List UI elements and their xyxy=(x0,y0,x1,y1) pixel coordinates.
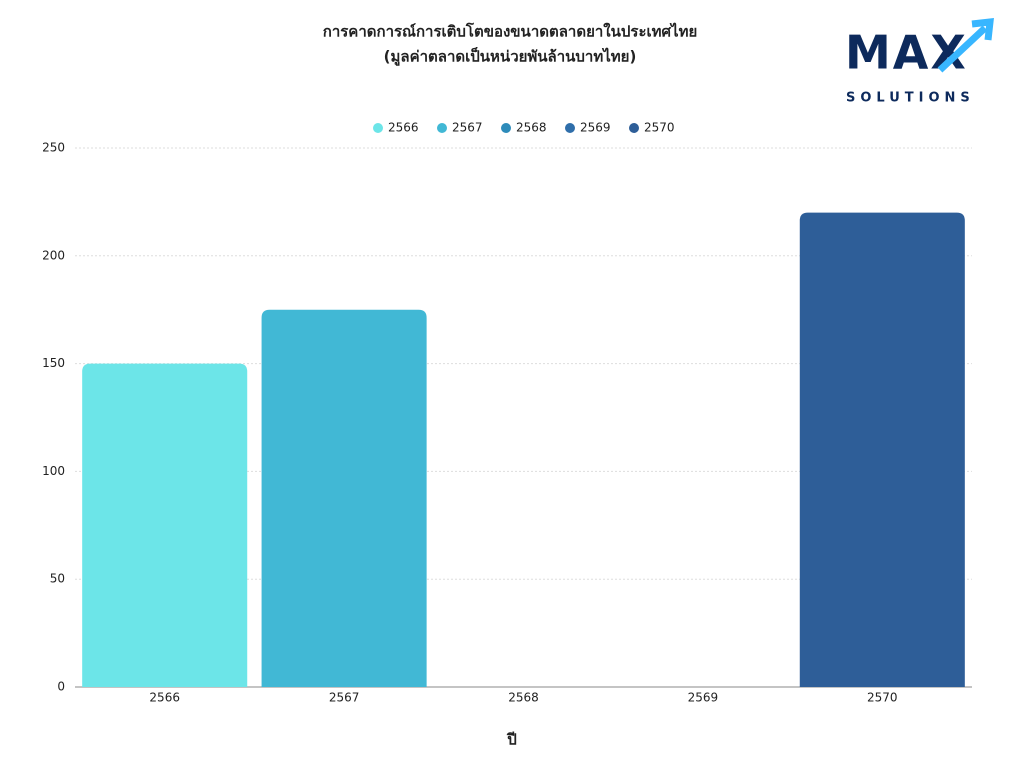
legend-swatch xyxy=(437,123,447,133)
legend-label: 2566 xyxy=(388,121,419,135)
legend-label: 2568 xyxy=(516,121,547,135)
logo-main: MAX xyxy=(845,26,968,80)
y-tick-label: 100 xyxy=(42,464,65,478)
y-tick-label: 250 xyxy=(42,141,65,155)
legend-label: 2567 xyxy=(452,121,483,135)
legend-swatch xyxy=(565,123,575,133)
y-tick-label: 0 xyxy=(57,680,65,694)
logo: MAX SOLUTIONS xyxy=(845,18,994,106)
bar xyxy=(261,309,427,687)
legend-label: 2570 xyxy=(644,121,675,135)
logo-arrow xyxy=(937,18,994,73)
legend-swatch xyxy=(373,123,383,133)
x-tick-label: 2570 xyxy=(867,691,898,705)
bar xyxy=(82,363,248,687)
legend-swatch xyxy=(501,123,511,133)
y-tick-label: 50 xyxy=(50,572,65,586)
y-tick-label: 150 xyxy=(42,356,65,370)
bar xyxy=(799,212,965,687)
x-tick-label: 2569 xyxy=(688,691,719,705)
chart-subtitle: (มูลค่าตลาดเป็นหน่วยพันล้านบาทไทย) xyxy=(384,47,637,67)
chart-title: การคาดการณ์การเติบโตของขนาดตลาดยาในประเท… xyxy=(323,22,698,41)
legend-label: 2569 xyxy=(580,121,611,135)
x-axis-label: ปี xyxy=(506,731,516,749)
x-tick-label: 2567 xyxy=(329,691,360,705)
x-tick-label: 2566 xyxy=(149,691,180,705)
legend-swatch xyxy=(629,123,639,133)
logo-sub: SOLUTIONS xyxy=(846,91,975,106)
x-tick-label: 2568 xyxy=(508,691,539,705)
y-tick-label: 200 xyxy=(42,248,65,262)
